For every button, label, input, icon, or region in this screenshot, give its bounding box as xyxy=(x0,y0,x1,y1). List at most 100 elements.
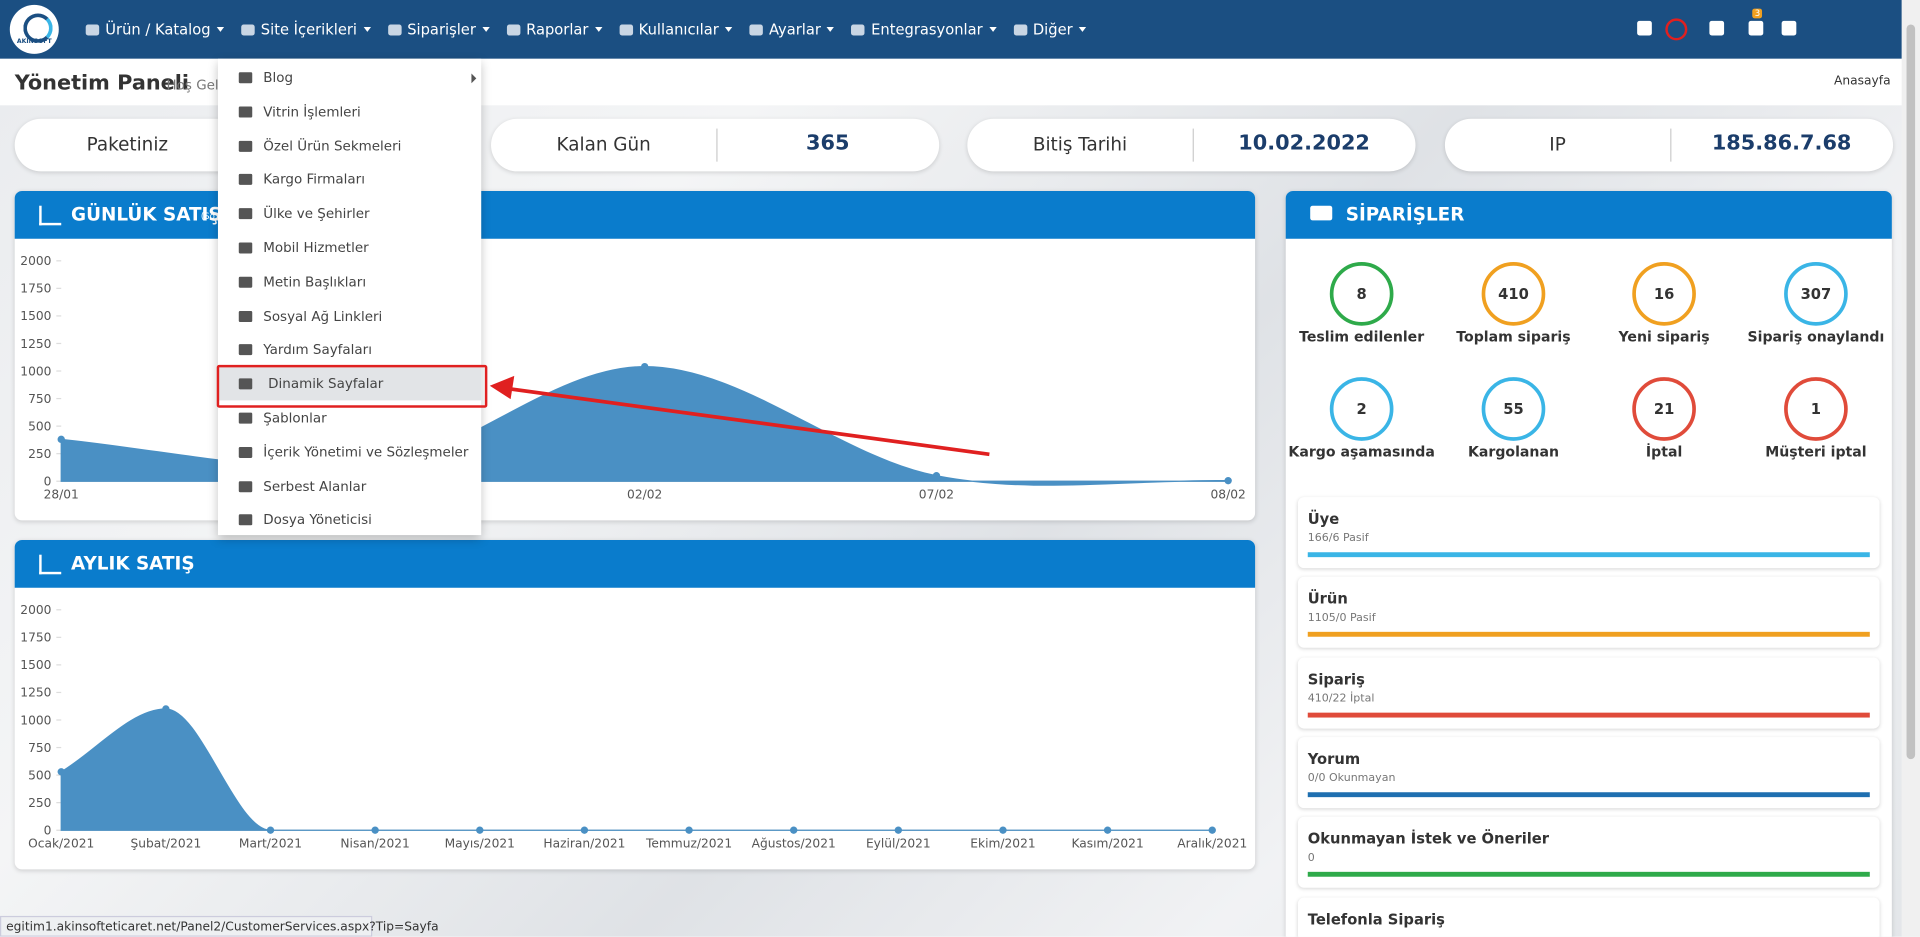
item-icon xyxy=(238,106,253,118)
dropdown-item[interactable]: Özel Ürün Sekmeleri xyxy=(218,129,481,162)
x-tick-label: Haziran/2021 xyxy=(543,836,625,850)
data-point[interactable] xyxy=(1103,826,1112,834)
order-circle[interactable]: 55 xyxy=(1481,377,1546,441)
data-point[interactable] xyxy=(999,826,1007,834)
stat-value: 185.86.7.68 xyxy=(1711,131,1852,156)
menu-label: Raporlar xyxy=(526,20,589,38)
menu-item[interactable]: Site İçerikleri xyxy=(241,21,371,38)
order-circle[interactable]: 8 xyxy=(1329,262,1394,326)
menu-icon xyxy=(241,23,255,35)
summary-card[interactable]: Üye 166/6 Pasif xyxy=(1297,497,1880,569)
dropdown-item[interactable]: İçerik Yönetimi ve Sözleşmeler xyxy=(218,436,481,469)
y-tick-label: 500 xyxy=(28,419,51,433)
summary-card[interactable]: Ürün 1105/0 Pasif xyxy=(1297,577,1880,649)
item-label: Sosyal Ağ Linkleri xyxy=(263,308,383,324)
dropdown-item[interactable]: Sosyal Ağ Linkleri xyxy=(218,300,481,333)
x-tick-label: 08/02 xyxy=(1211,487,1246,501)
dropdown-item[interactable]: Dinamik Sayfalar xyxy=(217,367,482,401)
data-point[interactable] xyxy=(371,826,379,834)
icon-alert[interactable] xyxy=(1748,20,1764,36)
data-point[interactable] xyxy=(162,705,170,713)
panel-header: AYLIK SATIŞ xyxy=(14,540,1256,588)
summary-card[interactable]: Sipariş 410/22 İptal xyxy=(1297,657,1880,729)
caret xyxy=(827,26,835,32)
divider xyxy=(716,128,718,162)
item-icon xyxy=(238,174,253,186)
data-point[interactable] xyxy=(1208,826,1216,834)
y-tick-label: 1750 xyxy=(20,282,51,296)
dropdown-item[interactable]: Metin Başlıkları xyxy=(218,265,481,298)
page-subtitle: Hoş Gel xyxy=(166,77,219,94)
menu-item[interactable]: Siparişler xyxy=(387,21,490,38)
menu-item[interactable]: Ayarlar xyxy=(749,21,835,38)
item-label: Metin Başlıkları xyxy=(263,274,367,290)
data-point[interactable] xyxy=(57,435,65,444)
order-circle[interactable]: 307 xyxy=(1784,262,1848,326)
item-label: Dinamik Sayfalar xyxy=(268,376,384,393)
caret xyxy=(482,26,490,32)
x-tick-label: Kasım/2021 xyxy=(1071,836,1143,850)
dropdown-menu: Blog Vitrin İşlemleri Özel Ürün Sekmeleri K… xyxy=(217,58,482,537)
summary-card[interactable]: Yorum 0/0 Okunmayan xyxy=(1297,737,1880,809)
card-bar xyxy=(1307,632,1870,638)
icon-announce[interactable] xyxy=(1709,20,1725,36)
card-title: Okunmayan İstek ve Öneriler xyxy=(1307,830,1549,848)
y-tick-label: 250 xyxy=(28,447,51,461)
panel-title: SİPARİŞLER xyxy=(1345,203,1465,226)
logo-text: AKINSOFT xyxy=(16,37,52,46)
menu-label: Ürün / Katalog xyxy=(105,20,211,38)
submenu-caret xyxy=(471,73,477,84)
x-tick-label: 02/02 xyxy=(627,487,662,501)
menu-item[interactable]: Raporlar xyxy=(506,20,602,38)
item-label: Dosya Yöneticisi xyxy=(263,512,372,529)
data-point[interactable] xyxy=(641,362,649,371)
dropdown-item[interactable]: Ülke ve Şehirler xyxy=(218,197,481,230)
breadcrumb[interactable]: Anasayfa xyxy=(1834,74,1891,89)
order-circle[interactable]: 1 xyxy=(1784,377,1848,441)
logo[interactable]: AKINSOFT xyxy=(9,4,59,54)
icon-book[interactable] xyxy=(1637,20,1652,36)
dropdown-item[interactable]: Vitrin İşlemleri xyxy=(218,95,481,128)
dropdown-item[interactable]: Kargo Firmaları xyxy=(218,163,481,196)
summary-card[interactable]: Telefonla Sipariş xyxy=(1297,896,1880,937)
card-detail: 1105/0 Pasif xyxy=(1307,612,1376,625)
dropdown-item[interactable]: Blog xyxy=(218,61,481,94)
item-icon xyxy=(238,514,253,526)
dropdown-item[interactable]: Yardım Sayfaları xyxy=(218,334,481,367)
data-point[interactable] xyxy=(790,826,798,834)
data-point[interactable] xyxy=(685,826,693,834)
stat-label: Kalan Gün xyxy=(556,133,651,156)
data-point[interactable] xyxy=(932,472,941,480)
x-tick-label: Ekim/2021 xyxy=(970,836,1035,850)
icon-mail[interactable] xyxy=(1665,18,1688,41)
item-icon xyxy=(238,344,253,356)
dropdown-item[interactable]: Serbest Alanlar xyxy=(218,470,481,503)
icon-external[interactable] xyxy=(1781,20,1797,36)
order-circle[interactable]: 21 xyxy=(1632,377,1696,441)
dropdown-item[interactable]: Dosya Yöneticisi xyxy=(218,504,481,537)
data-point[interactable] xyxy=(57,768,65,776)
summary-card[interactable]: Okunmayan İstek ve Öneriler 0 xyxy=(1297,816,1880,888)
dropdown-item[interactable]: Şablonlar xyxy=(218,402,481,435)
data-point[interactable] xyxy=(1224,477,1232,485)
order-circle[interactable]: 410 xyxy=(1481,262,1546,326)
data-point[interactable] xyxy=(894,826,903,834)
data-point[interactable] xyxy=(266,826,275,834)
menu-item[interactable]: Kullanıcılar xyxy=(619,21,733,38)
order-circle[interactable]: 2 xyxy=(1329,377,1394,441)
item-icon xyxy=(238,378,253,390)
dropdown-item[interactable]: Mobil Hizmetler xyxy=(218,231,481,264)
scrollbar[interactable] xyxy=(1901,0,1920,937)
caret xyxy=(724,26,733,32)
y-tick-label: 1000 xyxy=(20,364,51,378)
menu-item[interactable]: Entegrasyonlar xyxy=(851,21,997,38)
data-point[interactable] xyxy=(580,826,589,834)
card-title: Ürün xyxy=(1307,590,1348,608)
stat-label: IP xyxy=(1549,133,1566,156)
order-label: Toplam sipariş xyxy=(1456,328,1571,346)
menu-item[interactable]: Ürün / Katalog xyxy=(85,20,225,38)
y-tick-label: 1500 xyxy=(20,309,51,323)
order-circle[interactable]: 16 xyxy=(1632,262,1696,326)
data-point[interactable] xyxy=(476,826,484,834)
menu-item[interactable]: Diğer xyxy=(1013,21,1087,38)
